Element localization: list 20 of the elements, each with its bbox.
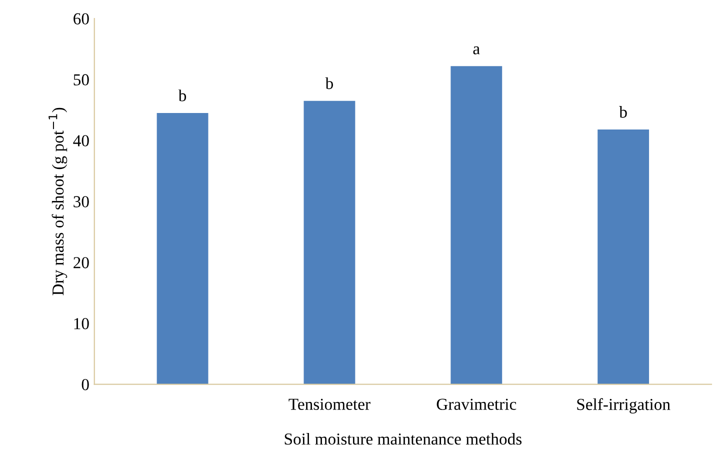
bar bbox=[304, 100, 356, 384]
data-label: b bbox=[325, 77, 333, 90]
data-label: a bbox=[473, 46, 480, 54]
y-tick-label: 10 bbox=[74, 318, 89, 330]
y-tick-label: 60 bbox=[74, 13, 89, 24]
data-label: b bbox=[619, 106, 627, 118]
bar bbox=[156, 113, 208, 384]
x-tick-label: Tensiometer bbox=[288, 398, 370, 410]
y-tick-label: 0 bbox=[82, 378, 89, 390]
y-tick-label: 50 bbox=[74, 74, 89, 86]
x-axis-title: Soil moisture maintenance methods bbox=[284, 432, 522, 445]
bar bbox=[450, 66, 502, 384]
y-tick-label: 30 bbox=[74, 196, 89, 208]
bar bbox=[598, 129, 650, 384]
y-axis-title: Dry mass of shoot (g pot$^{−1}$) bbox=[48, 108, 68, 296]
x-tick-label: Self-irrigation bbox=[577, 398, 670, 414]
x-tick-label: Gravimetric bbox=[436, 398, 516, 410]
y-tick-label: 20 bbox=[74, 257, 89, 268]
data-label: b bbox=[178, 90, 186, 102]
y-tick-label: 40 bbox=[73, 135, 89, 146]
